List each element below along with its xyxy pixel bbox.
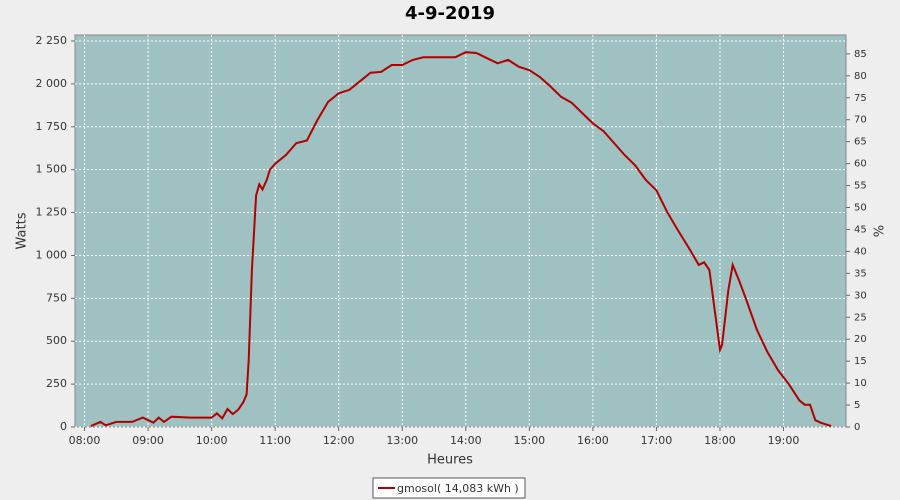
y2-tick-label: 15 [854, 356, 867, 367]
x-tick-label: 14:00 [450, 434, 482, 447]
x-axis-label: Heures [427, 453, 473, 468]
y-tick-label: 2 250 [36, 34, 68, 47]
y-tick-label: 1 000 [36, 248, 68, 261]
y2-tick-label: 10 [854, 378, 867, 389]
y2-tick-label: 85 [854, 49, 867, 60]
x-tick-label: 08:00 [69, 434, 101, 447]
x-tick-label: 17:00 [641, 434, 673, 447]
y2-tick-label: 40 [854, 246, 867, 257]
legend-box [372, 477, 526, 499]
y-tick-label: 750 [46, 291, 67, 304]
x-tick-label: 16:00 [577, 434, 609, 447]
y2-tick-label: 45 [854, 224, 867, 235]
x-tick-label: 19:00 [768, 434, 800, 447]
y2-tick-label: 60 [854, 159, 867, 170]
x-tick-label: 12:00 [323, 434, 355, 447]
x-tick-label: 09:00 [132, 434, 164, 447]
y2-tick-label: 75 [854, 93, 867, 104]
plot-area [74, 34, 847, 428]
chart-title: 4-9-2019 [405, 3, 495, 24]
y-tick-label: 0 [60, 420, 67, 433]
y2-tick-label: 65 [854, 137, 867, 148]
x-tick-label: 11:00 [259, 434, 291, 447]
y-tick-label: 500 [46, 334, 67, 347]
series-line [90, 51, 832, 428]
y2-axis-label: % [873, 225, 888, 237]
y-tick-label: 1 250 [36, 206, 68, 219]
x-tick-label: 10:00 [196, 434, 228, 447]
y2-tick-label: 5 [854, 400, 860, 411]
y-tick-label: 2 000 [36, 77, 68, 90]
y2-tick-label: 35 [854, 268, 867, 279]
y2-tick-label: 80 [854, 71, 867, 82]
y2-tick-label: 0 [854, 422, 860, 433]
y-tick-label: 1 500 [36, 163, 68, 176]
x-tick-label: 15:00 [513, 434, 545, 447]
y2-tick-label: 25 [854, 312, 867, 323]
y2-tick-label: 30 [854, 290, 867, 301]
y-tick-label: 250 [46, 377, 67, 390]
y-tick-label: 1 750 [36, 120, 68, 133]
y2-tick-label: 70 [854, 115, 867, 126]
y2-tick-label: 20 [854, 334, 867, 345]
x-tick-label: 18:00 [704, 434, 736, 447]
legend-label: gmosol( 14,083 kWh ) [397, 482, 519, 495]
y2-tick-label: 50 [854, 203, 867, 214]
y-axis-label: Watts [15, 212, 30, 249]
x-tick-label: 13:00 [386, 434, 418, 447]
y2-tick-label: 55 [854, 181, 867, 192]
